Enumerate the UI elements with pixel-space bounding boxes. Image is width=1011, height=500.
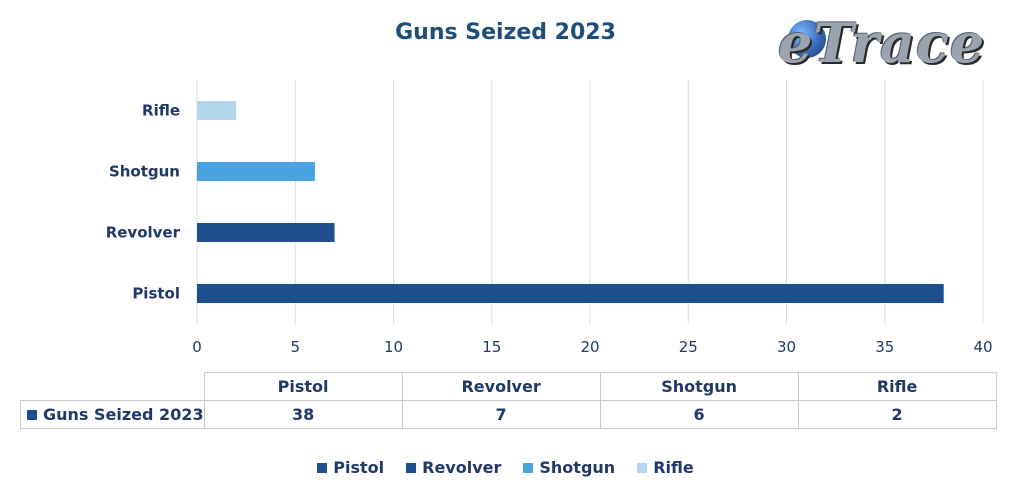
chart-plot-area: 0 5 10 15 20 25 30 35 40 Pistol Revolver Shotgun Rif… [106,80,993,356]
data-table-header-revolver: Revolver [401,372,601,401]
data-table-corner [20,372,205,401]
legend-swatch-pistol [317,462,328,473]
data-table: Pistol Revolver Shotgun Rifle Guns Seize… [20,372,997,429]
logo-globe-icon [788,20,826,58]
data-table-header-pistol: Pistol [203,372,403,401]
x-tick-label: 0 [192,338,202,356]
series-swatch [27,410,37,420]
legend-label-shotgun: Shotgun [539,458,616,477]
legend-item-rifle: Rifle [637,458,694,477]
y-category-label: Revolver [106,224,181,242]
data-table-series-name: Guns Seized 2023 [43,405,204,424]
legend-swatch-revolver [406,462,417,473]
x-tick-label: 20 [580,338,599,356]
x-tick-label: 40 [973,338,992,356]
x-tick-label: 25 [679,338,698,356]
data-table-header-rifle: Rifle [797,372,997,401]
x-tick-label: 5 [290,338,300,356]
legend-label-pistol: Pistol [333,458,385,477]
data-table-header-row: Pistol Revolver Shotgun Rifle [20,372,997,401]
data-table-series-label: Guns Seized 2023 [20,400,205,429]
y-category-label: Pistol [132,285,180,303]
data-table-value-rifle: 2 [797,400,997,429]
etrace-logo: eTrace [778,8,1000,78]
legend-label-revolver: Revolver [422,458,502,477]
y-category-label: Rifle [142,102,180,120]
bar-pistol [197,284,944,303]
legend-label-rifle: Rifle [653,458,694,477]
x-tick-label: 15 [482,338,501,356]
bar-shotgun [197,162,315,181]
bar-revolver [197,223,335,242]
data-table-header-shotgun: Shotgun [599,372,799,401]
data-table-value-revolver: 7 [401,400,601,429]
bar-rifle [197,101,237,120]
legend-item-pistol: Pistol [317,458,384,477]
chart-title: Guns Seized 2023 [395,20,616,45]
data-table-value-shotgun: 6 [599,400,799,429]
legend-item-revolver: Revolver [406,458,501,477]
x-tick-label: 30 [777,338,796,356]
y-category-label: Shotgun [109,163,180,181]
data-table-value-pistol: 38 [203,400,403,429]
legend-item-shotgun: Shotgun [523,458,615,477]
x-tick-label: 10 [384,338,403,356]
legend-swatch-rifle [637,462,648,473]
chart-legend: Pistol Revolver Shotgun Rifle [0,458,1011,477]
x-tick-label: 35 [875,338,894,356]
logo-text: eTrace [778,11,986,75]
legend-swatch-shotgun [523,462,534,473]
data-table-row: Guns Seized 2023 38 7 6 2 [20,400,997,429]
